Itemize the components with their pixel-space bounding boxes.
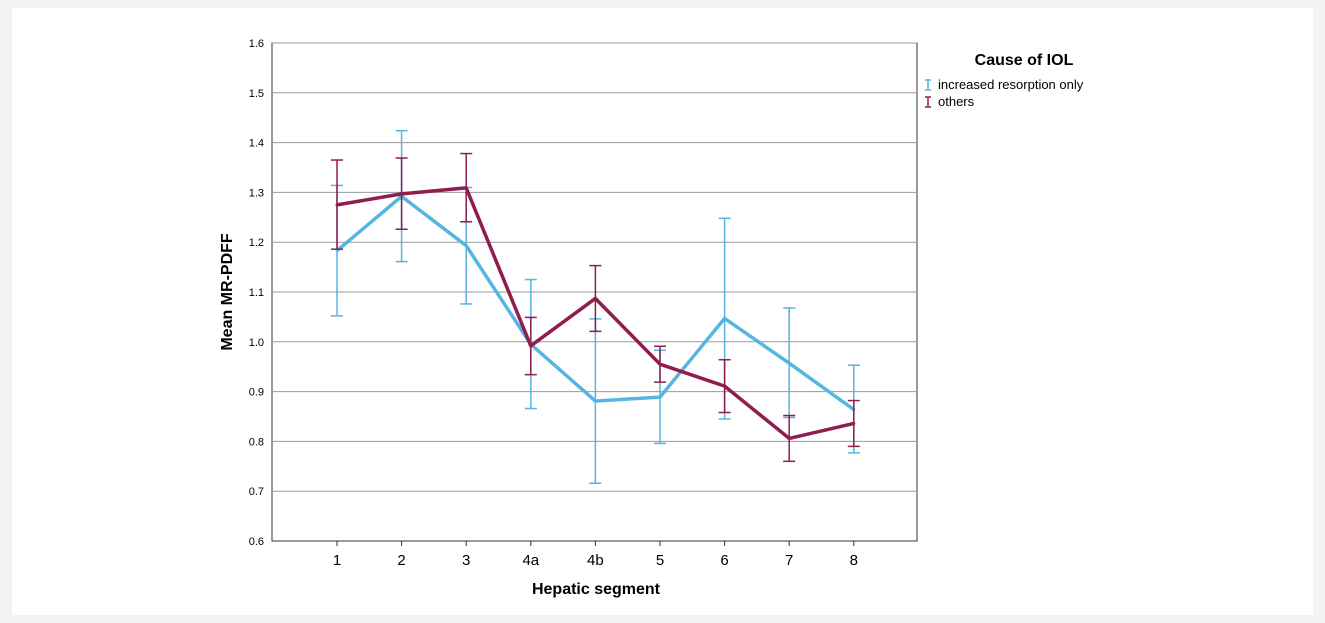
line-chart: 0.6 0.7 0.8 0.9 1.0 1.1 1.2 1.3 1.4 1.5 1.6 1 2 3 4a 4… [219,38,1084,598]
x-tick-label: 6 [720,552,728,569]
legend-item: others [925,94,975,109]
y-axis-label: Mean MR-PDFF [219,233,236,351]
data-point [658,395,662,399]
data-point [464,244,468,248]
y-tick-label: 1.4 [249,138,264,150]
x-tick-label: 1 [333,552,341,569]
x-axis-label: Hepatic segment [532,581,661,598]
data-point [593,399,597,403]
data-point [787,436,791,440]
x-tick-label: 3 [462,552,470,569]
gridlines [272,42,917,492]
legend: Cause of IOL increased resorption only ot… [925,52,1084,109]
y-tick-label: 1.0 [249,337,264,349]
x-tick-label: 4a [522,552,539,569]
legend-title: Cause of IOL [975,52,1074,69]
legend-label: increased resorption only [938,77,1084,92]
data-point [593,296,597,300]
data-point [400,192,404,196]
x-axis-ticks: 1 2 3 4a 4b 5 6 7 8 [333,541,858,569]
x-tick-label: 2 [397,552,405,569]
y-tick-label: 0.7 [249,486,264,498]
series-group [331,129,860,484]
y-tick-label: 1.5 [249,88,264,100]
y-tick-label: 1.1 [249,287,264,299]
x-tick-label: 7 [785,552,793,569]
data-point [852,421,856,425]
x-tick-label: 4b [587,552,604,569]
legend-item: increased resorption only [925,77,1084,92]
data-point [529,344,533,348]
data-point [723,384,727,388]
data-point [723,316,727,320]
legend-swatch [925,79,931,91]
data-point [658,362,662,366]
y-tick-label: 1.3 [249,187,264,199]
x-tick-label: 8 [850,552,858,569]
y-tick-label: 1.6 [249,38,264,50]
legend-swatch [925,96,931,108]
y-tick-label: 0.8 [249,436,264,448]
y-tick-label: 0.6 [249,536,264,548]
y-tick-label: 0.9 [249,387,264,399]
legend-label: others [938,94,975,109]
y-axis-ticks: 0.6 0.7 0.8 0.9 1.0 1.1 1.2 1.3 1.4 1.5 1.6 [249,38,264,548]
data-point [464,186,468,190]
x-tick-label: 5 [656,552,664,569]
y-tick-label: 1.2 [249,237,264,249]
data-point [787,361,791,365]
data-point [335,203,339,207]
series-2 [331,152,860,463]
chart-frame: 0.6 0.7 0.8 0.9 1.0 1.1 1.2 1.3 1.4 1.5 1.6 1 2 3 4a 4… [12,8,1313,615]
